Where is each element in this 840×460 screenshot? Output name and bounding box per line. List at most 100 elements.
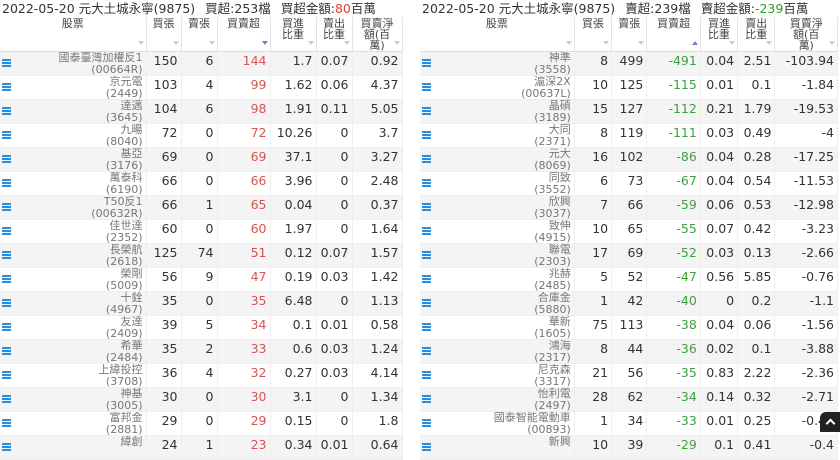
stock-name[interactable]: 佳世達 [109,219,143,232]
stock-cell[interactable]: 尼克森 (3317) [420,363,575,388]
stock-cell[interactable]: 友達 (2409) [0,315,147,340]
scroll-to-top-button[interactable] [820,412,840,432]
stock-name[interactable]: 同致 [548,171,571,184]
column-header-sell-ratio[interactable]: 賣出比重 [316,17,353,52]
table-row[interactable]: 達邁 (3645) 104 6 98 1.91 0.11 5.05 [0,99,403,124]
stock-name[interactable]: 九暘 [120,123,143,136]
list-icon[interactable] [2,83,11,91]
stock-name[interactable]: 緯創 [120,435,143,448]
sort-icon[interactable] [393,41,400,45]
stock-cell[interactable]: 合庫金 (5880) [420,291,575,316]
list-icon[interactable] [422,347,431,355]
table-row[interactable]: 華新 (1605) 75 113 -38 0.04 0.06 -1.56 [420,315,838,340]
stock-cell[interactable]: 新興 [420,435,575,460]
table-row[interactable]: 神基 (3005) 30 0 30 3.1 0 1.34 [0,387,403,412]
table-row[interactable]: 鴻海 (2317) 8 44 -36 0.02 0.1 -3.88 [420,339,838,364]
list-icon[interactable] [2,179,11,187]
list-icon[interactable] [422,371,431,379]
stock-cell[interactable]: 致伸 (4915) [420,219,575,244]
stock-cell[interactable]: 鴻海 (2317) [420,339,575,364]
stock-name[interactable]: 大同 [548,123,571,136]
stock-cell[interactable]: 國泰臺灣加權反1 (00664R) [0,51,147,76]
stock-name[interactable]: 神基 [120,387,143,400]
sort-icon[interactable] [261,41,268,45]
stock-cell[interactable]: 上緯投控 (3708) [0,363,147,388]
stock-name[interactable]: 神準 [548,51,571,64]
stock-cell[interactable]: 希華 (2484) [0,339,147,364]
stock-name[interactable]: 上緯投控 [98,363,143,376]
list-icon[interactable] [2,419,11,427]
table-row[interactable]: 緯創 24 1 23 0.34 0.01 0.64 [0,435,403,460]
stock-cell[interactable]: 神準 (3558) [420,51,575,76]
table-row[interactable]: 基亞 (3176) 69 0 69 37.1 0 3.27 [0,147,403,172]
stock-name[interactable]: 長榮航 [109,243,143,256]
stock-name[interactable]: 京元電 [109,75,143,88]
stock-name[interactable]: 十銓 [120,291,143,304]
column-header-sell-ratio[interactable]: 賣出比重 [737,17,776,52]
stock-cell[interactable]: 京元電 (2449) [0,75,147,100]
table-row[interactable]: 友達 (2409) 39 5 34 0.1 0.01 0.58 [0,315,403,340]
table-row[interactable]: 萬泰科 (6190) 66 0 66 3.96 0 2.48 [0,171,403,196]
column-header-buy-ratio[interactable]: 買進比重 [700,17,739,52]
table-row[interactable]: 十銓 (4967) 35 0 35 6.48 0 1.13 [0,291,403,316]
stock-name[interactable]: 希華 [120,339,143,352]
list-icon[interactable] [422,107,431,115]
stock-name[interactable]: T50反1 [103,195,143,208]
stock-name[interactable]: 兆赫 [548,267,571,280]
stock-cell[interactable]: 緯創 [0,435,147,460]
table-row[interactable]: 長榮航 (2618) 125 74 51 0.12 0.07 1.57 [0,243,403,268]
stock-cell[interactable]: 大同 (2371) [420,123,575,148]
list-icon[interactable] [422,83,431,91]
stock-cell[interactable]: 元大 (8069) [420,147,575,172]
stock-cell[interactable]: 佳世達 (2352) [0,219,147,244]
stock-cell[interactable]: 滬深2X (00637L) [420,75,575,100]
stock-name[interactable]: 欣興 [548,195,571,208]
list-icon[interactable] [2,299,11,307]
table-row[interactable]: 上緯投控 (3708) 36 4 32 0.27 0.03 4.14 [0,363,403,388]
list-icon[interactable] [2,323,11,331]
stock-name[interactable]: 合庫金 [537,291,571,304]
stock-cell[interactable]: 晶碩 (3189) [420,99,575,124]
list-icon[interactable] [2,131,11,139]
stock-name[interactable]: 富邦金 [109,411,143,424]
stock-cell[interactable]: 萬泰科 (6190) [0,171,147,196]
list-icon[interactable] [422,227,431,235]
sort-icon[interactable] [343,41,350,45]
stock-name[interactable]: 新興 [548,435,571,448]
stock-name[interactable]: 怡利電 [537,387,571,400]
stock-name[interactable]: 華新 [548,315,571,328]
stock-name[interactable]: 尼克森 [537,363,571,376]
list-icon[interactable] [422,203,431,211]
stock-cell[interactable]: 聯電 (2303) [420,243,575,268]
table-row[interactable]: 致伸 (4915) 10 65 -55 0.07 0.42 -3.23 [420,219,838,244]
table-row[interactable]: 神準 (3558) 8 499 -491 0.04 2.51 -103.94 [420,51,838,76]
stock-name[interactable]: 萬泰科 [109,171,143,184]
list-icon[interactable] [422,323,431,331]
list-icon[interactable] [422,419,431,427]
list-icon[interactable] [2,371,11,379]
stock-name[interactable]: 聯電 [548,243,571,256]
table-row[interactable]: 國泰臺灣加權反1 (00664R) 150 6 144 1.7 0.07 0.92 [0,51,403,76]
list-icon[interactable] [2,227,11,235]
stock-cell[interactable]: 兆赫 (2485) [420,267,575,292]
list-icon[interactable] [2,251,11,259]
table-row[interactable]: 榮剛 (5009) 56 9 47 0.19 0.03 1.42 [0,267,403,292]
stock-cell[interactable]: 九暘 (8040) [0,123,147,148]
stock-cell[interactable]: 長榮航 (2618) [0,243,147,268]
table-row[interactable]: 聯電 (2303) 17 69 -52 0.03 0.13 -2.66 [420,243,838,268]
table-row[interactable]: 怡利電 (2497) 28 62 -34 0.14 0.32 -2.71 [420,387,838,412]
table-row[interactable]: 尼克森 (3317) 21 56 -35 0.83 2.22 -2.36 [420,363,838,388]
stock-name[interactable]: 鴻海 [548,339,571,352]
table-row[interactable]: 元大 (8069) 16 102 -86 0.04 0.28 -17.25 [420,147,838,172]
list-icon[interactable] [422,131,431,139]
stock-cell[interactable]: 達邁 (3645) [0,99,147,124]
stock-name[interactable]: 致伸 [548,219,571,232]
stock-name[interactable]: 達邁 [120,99,143,112]
list-icon[interactable] [422,443,431,451]
stock-name[interactable]: 國泰智能電動車 [493,411,571,424]
list-icon[interactable] [2,443,11,451]
stock-cell[interactable]: 華新 (1605) [420,315,575,340]
column-header-sell[interactable]: 賣張 [181,17,218,52]
table-row[interactable]: 九暘 (8040) 72 0 72 10.26 0 3.7 [0,123,403,148]
sort-icon[interactable] [766,41,773,45]
